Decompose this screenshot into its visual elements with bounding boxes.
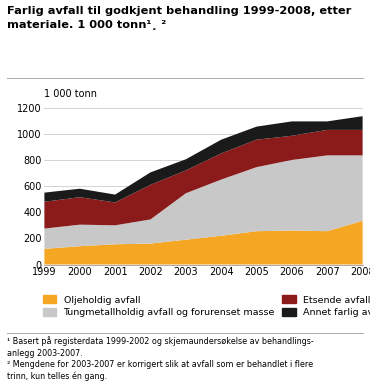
- Legend: Oljeholdig avfall, Tungmetallholdig avfall og forurenset masse, Etsende avfall, : Oljeholdig avfall, Tungmetallholdig avfa…: [43, 295, 370, 317]
- Text: 1 000 tonn: 1 000 tonn: [44, 89, 97, 99]
- Text: Farlig avfall til godkjent behandling 1999-2008, etter
materiale. 1 000 tonn¹¸ ²: Farlig avfall til godkjent behandling 19…: [7, 6, 352, 29]
- Text: ¹ Basert på registerdata 1999-2002 og skjemaundersøkelse av behandlings-
anlegg : ¹ Basert på registerdata 1999-2002 og sk…: [7, 336, 314, 381]
